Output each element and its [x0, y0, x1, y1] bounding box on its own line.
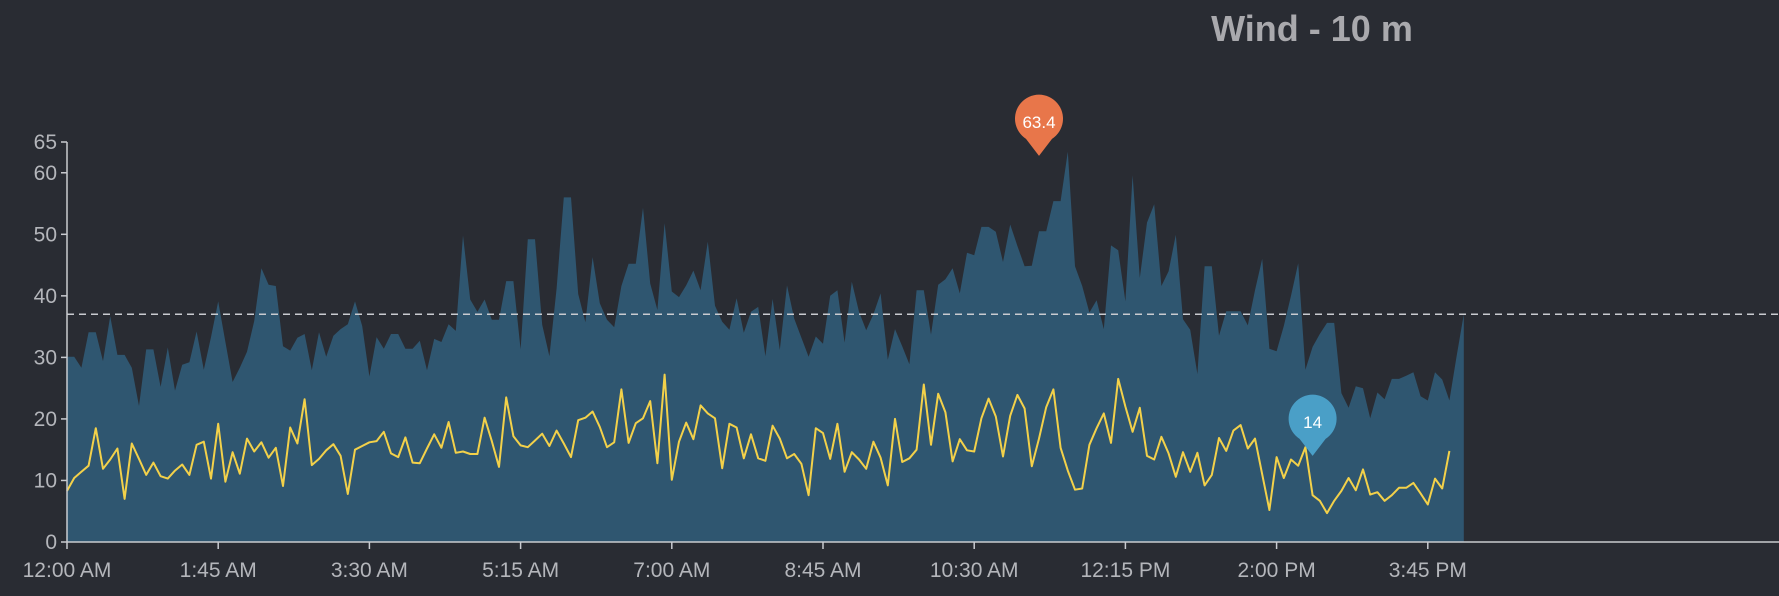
line-series	[66, 373, 1451, 515]
max-marker-label: 63.4	[1022, 113, 1055, 132]
y-tick-label: 65	[34, 131, 57, 154]
x-tick-label: 8:45 AM	[784, 559, 861, 582]
x-tick-label: 3:45 PM	[1389, 559, 1467, 582]
min-marker-label: 14	[1303, 413, 1322, 432]
chart-title: Wind - 10 m	[1211, 8, 1413, 49]
x-tick-label: 3:30 AM	[331, 559, 408, 582]
x-tick-label: 7:00 AM	[633, 559, 710, 582]
y-tick-label: 0	[45, 531, 57, 554]
x-tick-label: 5:15 AM	[482, 559, 559, 582]
y-tick-label: 30	[34, 346, 57, 369]
y-tick-label: 10	[34, 469, 57, 492]
y-tick-label: 40	[34, 285, 57, 308]
y-tick-label: 20	[34, 408, 57, 431]
y-tick-label: 50	[34, 223, 57, 246]
x-tick-label: 12:15 PM	[1080, 559, 1170, 582]
area-series	[67, 151, 1464, 543]
x-tick-label: 10:30 AM	[930, 559, 1019, 582]
min-marker-pin	[1288, 394, 1337, 456]
x-tick-label: 2:00 PM	[1237, 559, 1315, 582]
x-tick-label: 1:45 AM	[180, 559, 257, 582]
y-tick-label: 60	[34, 162, 57, 185]
x-tick-label: 12:00 AM	[23, 559, 112, 582]
max-marker-pin	[1015, 94, 1063, 156]
